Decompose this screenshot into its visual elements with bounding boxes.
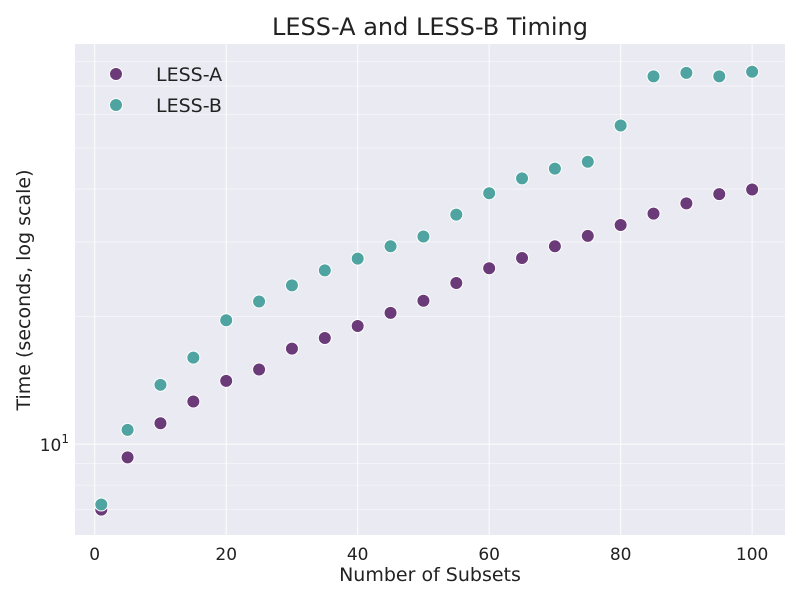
point-less-b bbox=[745, 64, 760, 79]
point-less-b bbox=[317, 263, 332, 278]
point-less-a bbox=[646, 206, 661, 221]
point-less-b bbox=[120, 422, 135, 437]
x-tick-label: 0 bbox=[89, 545, 100, 565]
point-less-a bbox=[515, 250, 530, 265]
point-less-a bbox=[186, 394, 201, 409]
point-less-b bbox=[383, 239, 398, 254]
point-less-a bbox=[449, 276, 464, 291]
point-less-b bbox=[482, 186, 497, 201]
point-less-a bbox=[712, 187, 727, 202]
point-less-a bbox=[613, 217, 628, 232]
point-less-a bbox=[745, 182, 760, 197]
data-points bbox=[94, 64, 760, 517]
axis-ticks: 0 20 40 60 80 100 101 bbox=[40, 432, 769, 565]
point-less-a bbox=[350, 318, 365, 333]
point-less-a bbox=[482, 261, 497, 276]
point-less-a bbox=[153, 416, 168, 431]
x-tick-label: 60 bbox=[478, 545, 500, 565]
point-less-a bbox=[679, 196, 694, 211]
point-less-b bbox=[350, 251, 365, 266]
point-less-b bbox=[580, 154, 595, 169]
point-less-b bbox=[712, 69, 727, 84]
x-tick-label: 40 bbox=[347, 545, 369, 565]
point-less-b bbox=[186, 350, 201, 365]
point-less-b bbox=[515, 171, 530, 186]
point-less-b bbox=[547, 161, 562, 176]
point-less-a bbox=[284, 341, 299, 356]
y-axis-label: Time (seconds, log scale) bbox=[13, 169, 35, 411]
plot-background bbox=[75, 44, 785, 535]
point-less-b bbox=[219, 313, 234, 328]
x-axis-label: Number of Subsets bbox=[339, 564, 521, 586]
point-less-a bbox=[252, 362, 267, 377]
point-less-a bbox=[120, 450, 135, 465]
x-tick-label: 100 bbox=[736, 545, 768, 565]
legend-label-less-b: LESS-B bbox=[156, 95, 222, 117]
point-less-b bbox=[284, 278, 299, 293]
point-less-b bbox=[94, 497, 109, 512]
point-less-b bbox=[449, 207, 464, 222]
point-less-a bbox=[383, 305, 398, 320]
point-less-a bbox=[547, 239, 562, 254]
x-tick-label: 20 bbox=[215, 545, 237, 565]
grid bbox=[75, 44, 785, 535]
legend: LESS-A LESS-B bbox=[109, 64, 222, 117]
point-less-a bbox=[317, 330, 332, 345]
legend-marker-less-b bbox=[109, 98, 123, 112]
legend-marker-less-a bbox=[109, 67, 123, 81]
point-less-b bbox=[252, 294, 267, 309]
point-less-b bbox=[153, 377, 168, 392]
point-less-a bbox=[580, 228, 595, 243]
point-less-a bbox=[416, 293, 431, 308]
point-less-b bbox=[646, 69, 661, 84]
y-tick-label: 101 bbox=[40, 432, 69, 456]
point-less-b bbox=[679, 65, 694, 80]
chart-title: LESS-A and LESS-B Timing bbox=[272, 13, 588, 41]
point-less-a bbox=[219, 373, 234, 388]
x-tick-label: 80 bbox=[610, 545, 632, 565]
legend-label-less-a: LESS-A bbox=[156, 64, 222, 86]
point-less-b bbox=[613, 118, 628, 133]
point-less-b bbox=[416, 229, 431, 244]
